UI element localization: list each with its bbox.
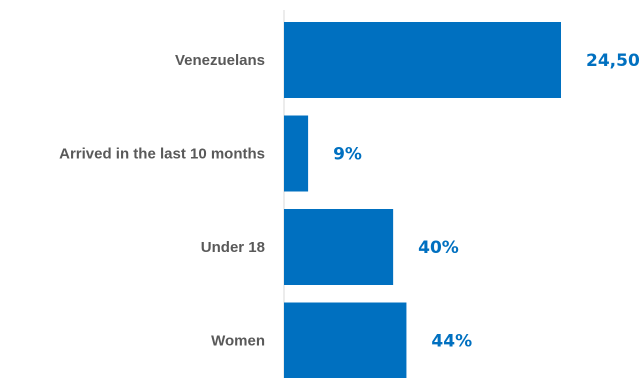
bar-arrived-in-the-last-10-months: [284, 115, 309, 192]
data-label: 9%: [333, 145, 362, 165]
bar-under-18: [284, 209, 394, 285]
category-label: Venezuelans: [175, 52, 265, 69]
data-label: 40%: [418, 238, 459, 258]
category-label: Women: [211, 333, 265, 350]
bars-group: [284, 22, 561, 378]
bar-venezuelans: [284, 22, 561, 98]
category-label: Under 18: [201, 239, 265, 256]
category-labels-group: Venezuelans Arrived in the last 10 months…: [59, 52, 265, 350]
bar-women: [284, 302, 407, 378]
category-label: Arrived in the last 10 months: [59, 146, 265, 163]
data-label: 24,500: [586, 51, 640, 71]
value-labels-group: 24,500 9% 40% 44%: [333, 51, 640, 352]
data-label: 44%: [431, 332, 472, 352]
